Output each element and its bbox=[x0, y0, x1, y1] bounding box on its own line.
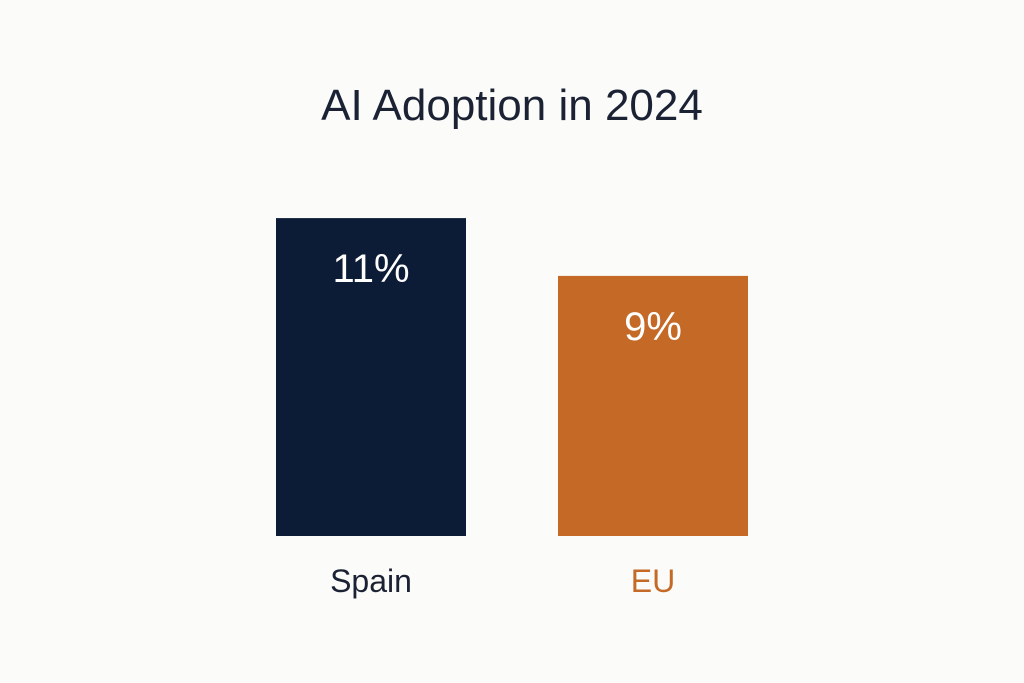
bar-value-label-eu: 9% bbox=[624, 305, 682, 349]
bar-value-label-spain: 11% bbox=[332, 247, 409, 291]
category-label-spain: Spain bbox=[330, 563, 412, 599]
bar-eu bbox=[558, 275, 748, 536]
chart-title: AI Adoption in 2024 bbox=[321, 81, 703, 130]
labels-group: 11% Spain 9% EU bbox=[330, 247, 682, 599]
bar-spain bbox=[276, 218, 466, 536]
category-label-eu: EU bbox=[631, 563, 675, 599]
bars-group bbox=[276, 218, 748, 536]
